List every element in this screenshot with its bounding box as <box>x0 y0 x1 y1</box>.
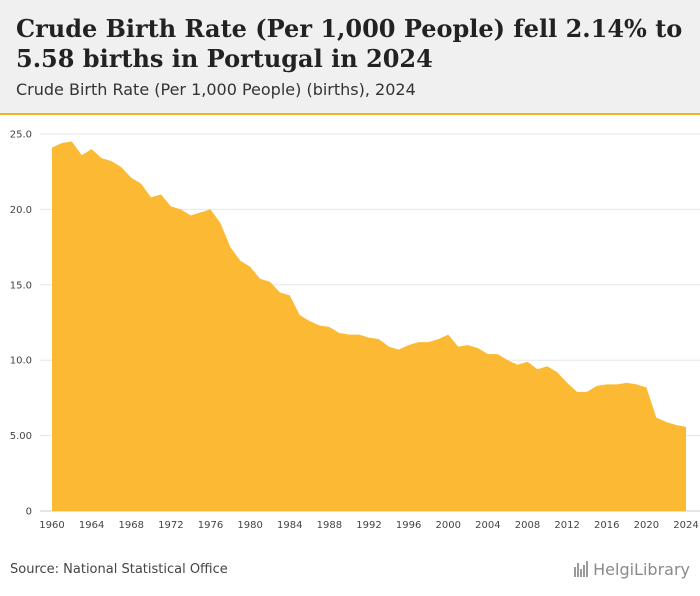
x-tick-label: 1984 <box>277 520 302 531</box>
x-tick-label: 1964 <box>79 520 104 531</box>
x-tick-label: 1968 <box>119 520 144 531</box>
birth-rate-area <box>52 141 686 512</box>
library-icon <box>574 561 589 581</box>
x-tick-label: 2012 <box>554 520 579 531</box>
page-title: Crude Birth Rate (Per 1,000 People) fell… <box>16 14 683 73</box>
y-axis-ticks: 0 5.00 10.0 15.0 20.0 25.0 <box>10 130 32 518</box>
y-tick-label: 20.0 <box>10 205 32 216</box>
y-tick-label: 25.0 <box>10 130 32 141</box>
y-tick-label: 5.00 <box>10 431 32 442</box>
source-note: Source: National Statistical Office <box>10 562 228 577</box>
x-tick-label: 1996 <box>396 520 421 531</box>
y-tick-label: 10.0 <box>10 356 32 367</box>
x-tick-label: 1972 <box>158 520 183 531</box>
chart-subtitle: Crude Birth Rate (Per 1,000 People) (bir… <box>16 80 416 99</box>
x-tick-label: 2024 <box>673 520 698 531</box>
x-tick-label: 1980 <box>237 520 262 531</box>
brand-name: HelgiLibrary <box>593 560 690 579</box>
x-tick-label: 1976 <box>198 520 223 531</box>
x-tick-label: 1988 <box>317 520 342 531</box>
x-tick-label: 2004 <box>475 520 500 531</box>
brand-logo: HelgiLibrary <box>574 560 690 581</box>
x-tick-label: 2016 <box>594 520 619 531</box>
x-axis-ticks: 1960 1964 1968 1972 1976 1980 1984 1988 1992 1996… <box>39 520 698 531</box>
x-tick-label: 2008 <box>515 520 540 531</box>
x-tick-label: 1992 <box>356 520 381 531</box>
x-tick-label: 1960 <box>39 520 64 531</box>
x-tick-label: 2000 <box>436 520 461 531</box>
y-tick-label: 15.0 <box>10 280 32 291</box>
x-tick-label: 2020 <box>634 520 659 531</box>
y-tick-label: 0 <box>26 507 32 518</box>
header: Crude Birth Rate (Per 1,000 People) fell… <box>0 0 700 115</box>
